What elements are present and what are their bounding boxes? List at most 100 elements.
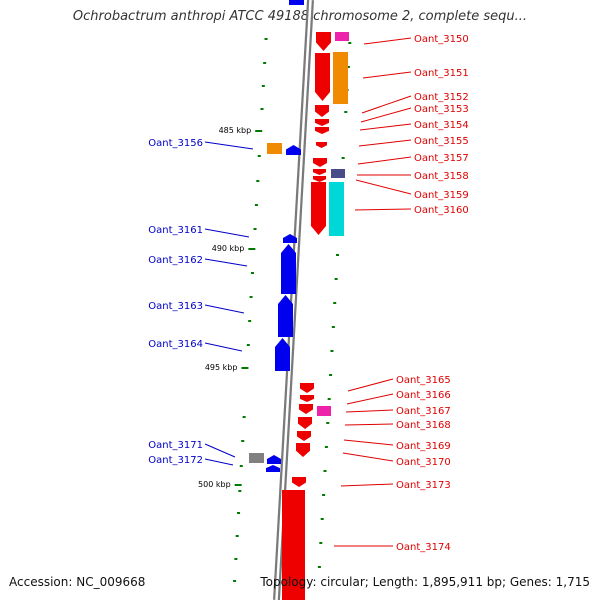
gene-leader-line — [204, 342, 243, 352]
gene-label: Oant_3162 — [148, 255, 203, 266]
scale-label: 495 kbp — [205, 363, 238, 372]
scale-tick — [320, 518, 324, 520]
gene-leader-line — [362, 71, 412, 79]
gene-label: Oant_3153 — [414, 104, 469, 115]
scale-tick — [246, 344, 250, 346]
scale-tick — [323, 470, 327, 472]
gene-leader-line — [204, 443, 236, 458]
scale-tick — [250, 272, 254, 274]
gene-arrow — [278, 295, 293, 337]
scale-tick — [327, 398, 331, 400]
gene-arrow — [286, 145, 301, 155]
gene-leader-line — [204, 228, 250, 238]
gene-arrow — [266, 465, 280, 472]
scale-tick — [234, 558, 238, 560]
gene-label: Oant_3151 — [414, 68, 469, 79]
gene-arrow — [313, 158, 327, 167]
scale-tick — [260, 108, 264, 110]
gene-arrow — [289, 0, 304, 5]
gene-box — [335, 32, 349, 41]
scale-tick — [248, 320, 252, 322]
scale-label: 500 kbp — [198, 480, 231, 489]
gene-label: Oant_3161 — [148, 225, 203, 236]
scale-tick — [253, 228, 257, 230]
gene-box — [333, 52, 348, 104]
gene-arrow — [297, 431, 311, 441]
gene-leader-line — [357, 156, 412, 165]
gene-leader-line — [360, 107, 412, 123]
gene-arrow — [316, 32, 331, 51]
gene-arrow — [313, 176, 326, 182]
gene-label: Oant_3170 — [396, 457, 451, 468]
scale-tick — [330, 350, 334, 352]
gene-arrow — [281, 244, 296, 294]
gene-leader-line — [355, 179, 412, 195]
gene-leader-line — [342, 452, 394, 462]
gene-arrow — [282, 490, 305, 600]
gene-arrow — [300, 383, 314, 393]
scale-major-tick — [255, 130, 263, 132]
gene-label: Oant_3155 — [414, 136, 469, 147]
gene-label: Oant_3159 — [414, 190, 469, 201]
gene-arrow — [292, 477, 306, 487]
gene-label: Oant_3164 — [148, 339, 203, 350]
gene-arrow — [315, 105, 329, 117]
scale-tick — [242, 416, 246, 418]
gene-leader-line — [345, 409, 394, 413]
gene-label: Oant_3171 — [148, 440, 203, 451]
gene-label: Oant_3168 — [396, 420, 451, 431]
gene-label: Oant_3157 — [414, 153, 469, 164]
scale-tick — [333, 302, 337, 304]
gene-label: Oant_3158 — [414, 171, 469, 182]
scale-tick — [249, 296, 253, 298]
map-title: Ochrobactrum anthropi ATCC 49188 chromos… — [72, 9, 528, 24]
gene-leader-line — [347, 378, 394, 392]
gene-box — [249, 453, 264, 463]
gene-leader-line — [204, 141, 254, 150]
gene-arrow — [313, 169, 326, 175]
gene-arrow — [296, 443, 310, 457]
scale-tick — [238, 490, 242, 492]
scale-tick — [256, 180, 260, 182]
topology-text: Topology: circular; Length: 1,895,911 bp… — [260, 575, 590, 589]
gene-leader-line — [344, 423, 394, 426]
gene-leader-line — [204, 458, 234, 466]
scale-tick — [239, 465, 243, 467]
scale-tick — [257, 155, 261, 157]
gene-arrow — [275, 338, 290, 371]
scale-tick — [237, 512, 241, 514]
scale-label: 490 kbp — [212, 244, 245, 253]
scale-tick — [254, 204, 258, 206]
scale-tick — [348, 42, 352, 44]
gene-label: Oant_3154 — [414, 120, 469, 131]
scale-label: 485 kbp — [219, 126, 252, 135]
scale-tick — [322, 494, 326, 496]
gene-box — [317, 406, 331, 416]
accession-text: Accession: NC_009668 — [9, 575, 146, 589]
gene-leader-line — [204, 258, 248, 267]
gene-label: Oant_3160 — [414, 205, 469, 216]
gene-arrow — [316, 142, 327, 148]
gene-box — [331, 169, 345, 178]
scale-tick — [344, 111, 348, 113]
gene-arrow — [311, 182, 326, 235]
scale-major-tick — [241, 367, 249, 369]
gene-label: Oant_3173 — [396, 480, 451, 491]
scale-tick — [233, 580, 237, 582]
gene-box — [329, 182, 344, 236]
scale-tick — [235, 535, 239, 537]
scale-tick — [319, 542, 323, 544]
gene-arrow — [315, 53, 330, 101]
scale-tick — [241, 440, 245, 442]
gene-leader-line — [359, 123, 412, 131]
gene-leader-line — [340, 483, 394, 487]
gene-arrow — [299, 404, 313, 414]
gene-arrow — [298, 417, 312, 429]
gene-leader-line — [346, 393, 394, 405]
scale-tick — [317, 566, 321, 568]
gene-box — [267, 143, 282, 154]
scale-major-tick — [248, 248, 256, 250]
gene-leader-line — [204, 304, 245, 314]
scale-tick — [334, 278, 338, 280]
